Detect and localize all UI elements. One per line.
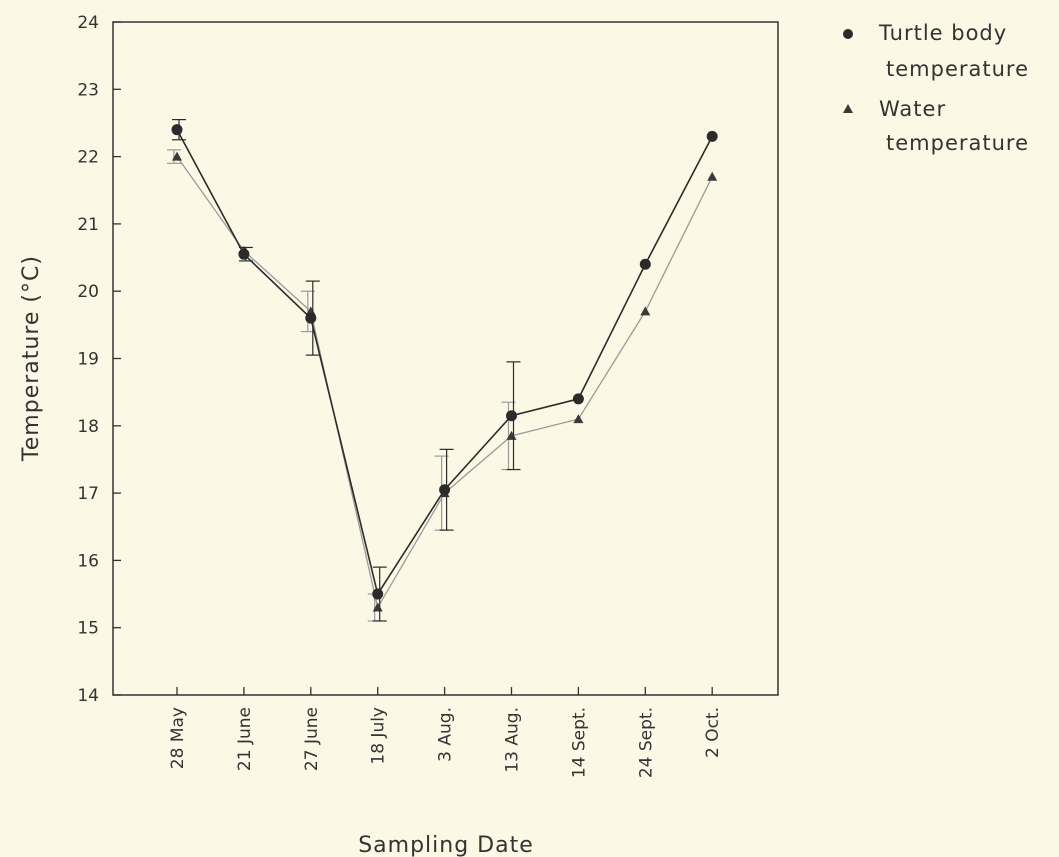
series-circle (171, 118, 718, 622)
y-tick-label: 18 (77, 417, 99, 437)
y-tick-label: 17 (77, 484, 99, 504)
x-tick-label: 18 July (369, 707, 389, 765)
series-line (176, 129, 713, 597)
x-tick-label: 2 Oct. (703, 707, 723, 758)
y-tick-label: 16 (77, 551, 99, 571)
legend-label: temperature (886, 57, 1029, 81)
x-tick-label: 28 May (168, 707, 188, 769)
data-point (506, 410, 517, 422)
y-tick-label: 19 (77, 350, 99, 370)
y-axis-title: Temperature (°C) (19, 255, 44, 462)
legend-marker-triangle (843, 104, 853, 113)
y-tick-label: 24 (77, 13, 99, 33)
y-tick-label: 20 (77, 282, 99, 302)
y-tick-label: 23 (77, 80, 99, 100)
x-tick-label: 3 Aug. (436, 707, 456, 762)
y-tick-label: 15 (77, 619, 99, 639)
data-point (640, 306, 651, 316)
data-point (639, 258, 651, 270)
x-tick-label: 21 June (235, 707, 255, 771)
data-point (238, 248, 250, 260)
legend-label: Turtle body (878, 21, 1007, 45)
plot-frame (112, 21, 779, 696)
data-point (439, 484, 451, 496)
y-tick-label: 22 (77, 148, 99, 168)
y-tick-label: 14 (77, 686, 99, 706)
series-triangle (167, 149, 718, 622)
x-tick-label: 13 Aug. (503, 707, 523, 773)
x-tick-label: 14 Sept. (569, 707, 589, 778)
data-point (171, 124, 183, 136)
data-point (172, 151, 182, 161)
legend-label: Water (879, 97, 946, 121)
x-tick-label: 24 Sept. (636, 707, 656, 778)
x-axis-title: Sampling Date (358, 833, 534, 857)
y-tick-label: 21 (77, 215, 99, 235)
data-point (572, 393, 584, 405)
series-line (176, 156, 713, 610)
x-tick-label: 27 June (302, 707, 322, 771)
data-point (372, 588, 384, 600)
data-point (706, 130, 718, 142)
data-point (707, 171, 718, 181)
legend-label: temperature (886, 131, 1029, 155)
legend-marker-circle (843, 29, 853, 39)
data-point (573, 414, 584, 424)
data-point (305, 312, 317, 324)
